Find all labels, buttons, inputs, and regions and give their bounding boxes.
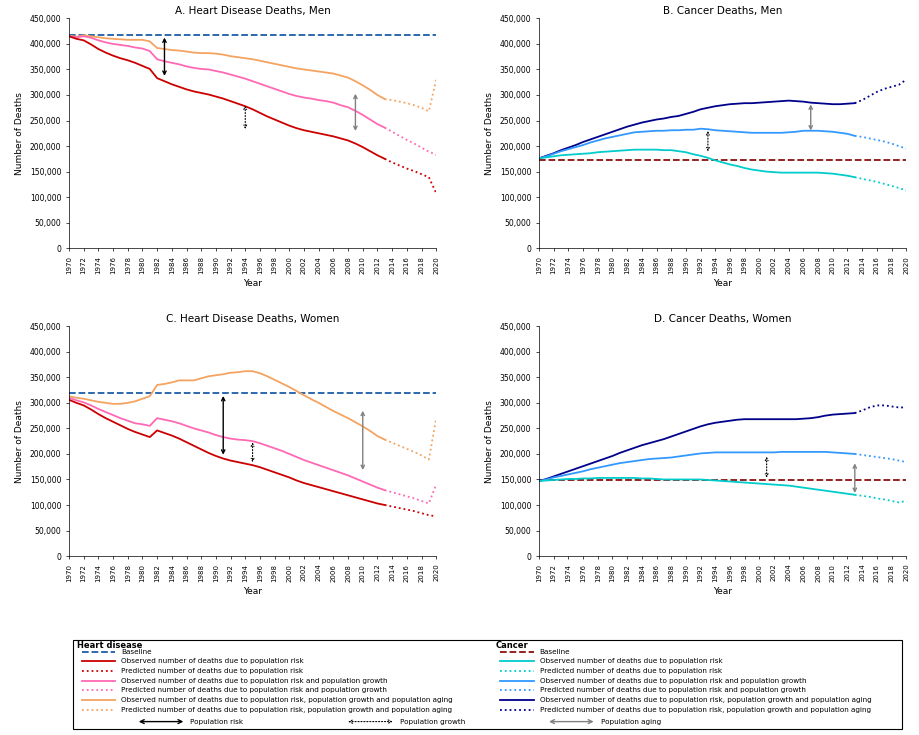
X-axis label: Year: Year [243, 587, 262, 596]
Text: Observed number of deaths due to population risk and population growth: Observed number of deaths due to populat… [539, 678, 805, 684]
Text: Observed number of deaths due to population risk and population growth: Observed number of deaths due to populat… [120, 678, 387, 684]
Text: Predicted number of deaths due to population risk: Predicted number of deaths due to popula… [120, 668, 302, 674]
Text: Population growth: Population growth [399, 719, 464, 725]
Text: Observed number of deaths due to population risk: Observed number of deaths due to populat… [539, 659, 721, 664]
Text: Predicted number of deaths due to population risk and population growth: Predicted number of deaths due to popula… [539, 687, 804, 694]
Text: Predicted number of deaths due to population risk, population growth and populat: Predicted number of deaths due to popula… [539, 707, 869, 713]
FancyBboxPatch shape [74, 640, 901, 729]
Text: Observed number of deaths due to population risk: Observed number of deaths due to populat… [120, 659, 303, 664]
Text: Observed number of deaths due to population risk, population growth and populati: Observed number of deaths due to populat… [539, 698, 870, 703]
X-axis label: Year: Year [712, 279, 732, 288]
Text: Predicted number of deaths due to population risk and population growth: Predicted number of deaths due to popula… [120, 687, 386, 694]
X-axis label: Year: Year [243, 279, 262, 288]
Text: Population aging: Population aging [600, 719, 660, 725]
Text: Predicted number of deaths due to population risk: Predicted number of deaths due to popula… [539, 668, 720, 674]
Y-axis label: Number of Deaths: Number of Deaths [16, 92, 24, 175]
Text: Predicted number of deaths due to population risk, population growth and populat: Predicted number of deaths due to popula… [120, 707, 451, 713]
Title: B. Cancer Deaths, Men: B. Cancer Deaths, Men [663, 6, 781, 16]
Text: Heart disease: Heart disease [77, 641, 142, 650]
Title: D. Cancer Deaths, Women: D. Cancer Deaths, Women [653, 314, 790, 324]
Title: C. Heart Disease Deaths, Women: C. Heart Disease Deaths, Women [165, 314, 339, 324]
Text: Baseline: Baseline [120, 648, 152, 655]
X-axis label: Year: Year [712, 587, 732, 596]
Text: Observed number of deaths due to population risk, population growth and populati: Observed number of deaths due to populat… [120, 698, 452, 703]
Text: Population risk: Population risk [190, 719, 244, 725]
Y-axis label: Number of Deaths: Number of Deaths [16, 400, 24, 483]
Title: A. Heart Disease Deaths, Men: A. Heart Disease Deaths, Men [175, 6, 330, 16]
Y-axis label: Number of Deaths: Number of Deaths [484, 400, 494, 483]
Text: Cancer: Cancer [495, 641, 528, 650]
Text: Baseline: Baseline [539, 648, 570, 655]
Y-axis label: Number of Deaths: Number of Deaths [484, 92, 494, 175]
